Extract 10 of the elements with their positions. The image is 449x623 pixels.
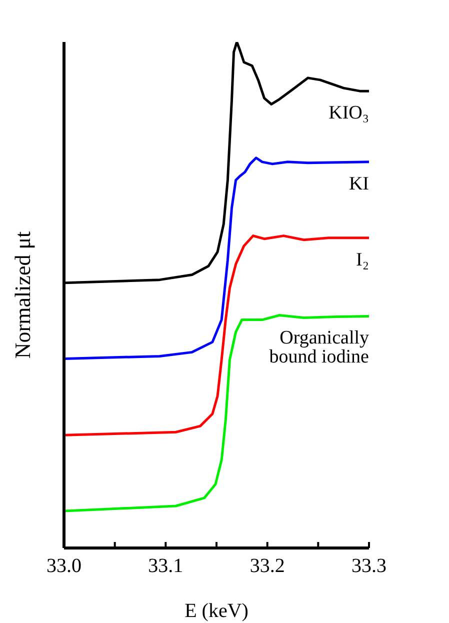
x-axis-title: E (keV) [184, 600, 248, 622]
series-label: Organically bound iodine [269, 328, 370, 368]
y-axis-title: Normalized μt [10, 231, 35, 359]
x-tick-label: 33.2 [250, 555, 285, 578]
x-tick-label: 33.1 [148, 555, 184, 578]
series-label: I₂ [356, 249, 369, 270]
x-tick-label: 33.3 [352, 555, 386, 578]
series-label: KI [348, 173, 369, 194]
x-tick-label: 33.0 [46, 555, 82, 578]
series-label: KIO₃ [328, 102, 369, 124]
